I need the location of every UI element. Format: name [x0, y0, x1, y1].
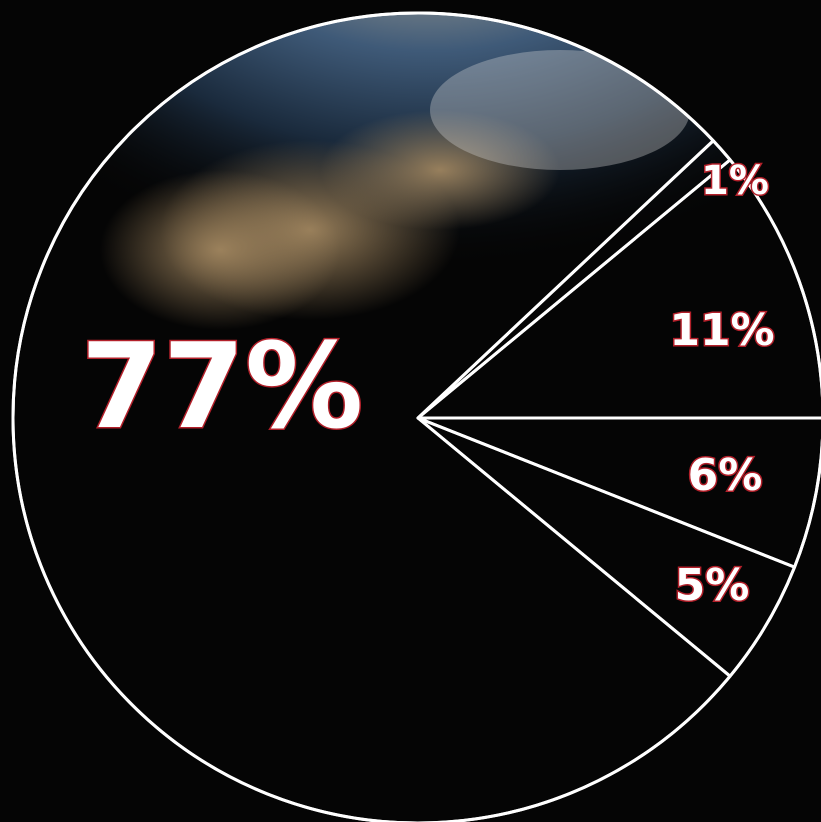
labels: 77% 1% 11% 6% 5%: [79, 157, 776, 613]
slice-label: 5%: [675, 560, 750, 611]
slice-label: 77%: [81, 317, 363, 455]
pie-outline: [11, 11, 821, 822]
slice-label: 6%: [688, 450, 763, 501]
slice-label: 1%: [701, 158, 769, 204]
slice-label: 11%: [669, 305, 774, 356]
